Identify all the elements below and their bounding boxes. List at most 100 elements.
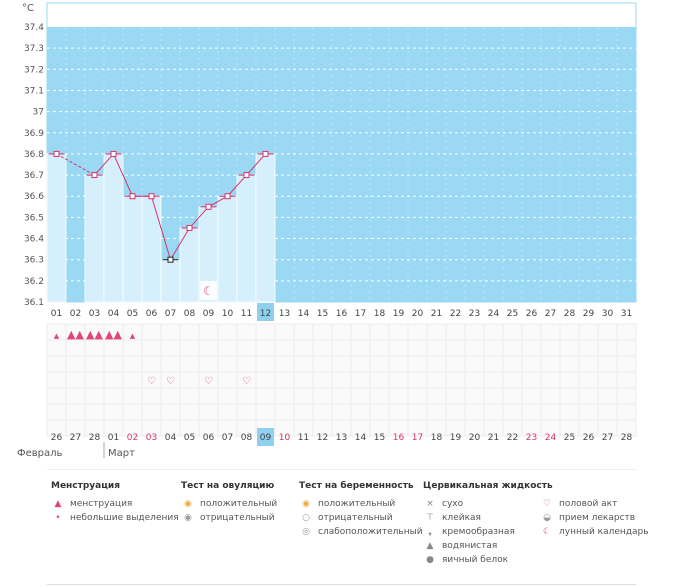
cycle-day-label[interactable]: 07 [165, 309, 176, 319]
calendar-date[interactable]: 12 [317, 433, 328, 443]
calendar-date[interactable]: 09 [260, 433, 272, 443]
symptom-marks[interactable]: ▲ ▲▲ ▲▲ ▲▲ ▲♡ ♡ ♡ ♡ [54, 328, 251, 387]
temperature-point [148, 193, 155, 200]
light-spotting-icon: ▲ [130, 332, 136, 340]
calendar-date[interactable]: 24 [545, 433, 557, 443]
calendar-date[interactable]: 13 [336, 433, 347, 443]
calendar-date[interactable]: 17 [412, 433, 423, 443]
calendar-date[interactable]: 22 [507, 433, 518, 443]
calendar-date[interactable]: 10 [279, 433, 291, 443]
calendar-date[interactable]: 08 [241, 433, 253, 443]
calendar-date[interactable]: 02 [127, 433, 138, 443]
moon-icon: ☾ [542, 527, 552, 537]
calendar-date[interactable]: 06 [203, 433, 215, 443]
calendar-date[interactable]: 21 [488, 433, 499, 443]
heart-icon: ♡ [166, 376, 175, 387]
calendar-date[interactable]: 28 [89, 433, 101, 443]
temperature-lines [56, 153, 266, 260]
cycle-day-label[interactable]: 09 [203, 309, 215, 319]
cycle-day-label[interactable]: 31 [621, 309, 632, 319]
legend-pregnancy: Тест на беременность ◉ положительный ○ отр… [299, 481, 423, 539]
cycle-day-label[interactable]: 16 [336, 309, 348, 319]
cycle-day-label[interactable]: 15 [317, 309, 328, 319]
cycle-day-label[interactable]: 08 [184, 309, 196, 319]
calendar-date[interactable]: 26 [583, 433, 595, 443]
y-tick-label: 37.2 [24, 65, 44, 75]
cycle-day-label[interactable]: 17 [355, 309, 366, 319]
temperature-bar [160, 259, 181, 303]
y-tick-label: 36.5 [24, 213, 44, 223]
calendar-date[interactable]: 14 [355, 433, 367, 443]
legend-item: ⊤ клейкая [423, 511, 553, 525]
cycle-day-label[interactable]: 23 [469, 309, 480, 319]
temperature-line-segment [151, 196, 171, 260]
pill-icon: ◒ [543, 513, 551, 523]
legend-item: ● яичный белок [423, 553, 553, 567]
negative-test-icon: ○ [302, 513, 310, 523]
cycle-day-label[interactable]: 12 [260, 309, 271, 319]
temperature-point [186, 224, 193, 231]
cycle-day-label[interactable]: 24 [488, 309, 500, 319]
legend-item: ◒ прием лекарств [540, 511, 649, 525]
calendar-date[interactable]: 16 [393, 433, 405, 443]
temperature-point [91, 172, 98, 179]
cycle-day-label[interactable]: 13 [279, 309, 290, 319]
legend-menstruation: Менструация ▲ менструация • небольшие выде… [51, 481, 179, 525]
cycle-day-label[interactable]: 25 [507, 309, 518, 319]
calendar-date[interactable]: 25 [564, 433, 575, 443]
positive-test-icon: ◉ [302, 499, 310, 509]
calendar-date[interactable]: 18 [431, 433, 443, 443]
legend-other: . ♡половой акт ◒прием лекарств ☾лунный к… [540, 481, 649, 539]
legend-item: ◉ положительный [181, 497, 277, 511]
cycle-day-label[interactable]: 19 [393, 309, 405, 319]
calendar-date[interactable]: 01 [108, 433, 119, 443]
drop-icon: ▲ [54, 499, 62, 509]
cycle-day-label[interactable]: 14 [298, 309, 310, 319]
calendar-date[interactable]: 05 [184, 433, 195, 443]
cycle-day-label[interactable]: 21 [431, 309, 442, 319]
calendar-date-labels[interactable]: 26 27 28 01 02 03 04 05 06 07 08 09 10 11 12 13 14 15 16 17… [51, 428, 633, 446]
cycle-day-label[interactable]: 06 [146, 309, 158, 319]
cycle-day-label[interactable]: 11 [241, 309, 252, 319]
temperature-line-segment [208, 195, 228, 208]
cycle-day-label[interactable]: 26 [526, 309, 538, 319]
calendar-date[interactable]: 07 [222, 433, 233, 443]
y-tick-label: 36.7 [24, 171, 44, 181]
heart-icon: ♡ [204, 376, 213, 387]
calendar-date[interactable]: 19 [450, 433, 462, 443]
legend-item: × сухо [423, 497, 553, 511]
legend-item: ❟ кремообразная [423, 525, 553, 539]
cycle-day-label[interactable]: 27 [545, 309, 556, 319]
cycle-day-label[interactable]: 10 [222, 309, 234, 319]
light-spotting-icon: ▲ [54, 332, 60, 340]
calendar-date[interactable]: 03 [146, 433, 157, 443]
calendar-date[interactable]: 20 [469, 433, 481, 443]
calendar-date[interactable]: 15 [374, 433, 385, 443]
cycle-day-label[interactable]: 18 [374, 309, 386, 319]
calendar-date[interactable]: 11 [298, 433, 309, 443]
cycle-day-label[interactable]: 22 [450, 309, 461, 319]
menstruation-icon: ▲▲ [105, 328, 122, 341]
temperature-point [243, 172, 250, 179]
cycle-day-label[interactable]: 30 [602, 309, 614, 319]
legend-title: Цервикальная жидкость [423, 481, 553, 491]
cycle-day-labels[interactable]: 01 02 03 04 05 06 07 08 09 10 11 12 13 14 15 16 17 18 19 20… [51, 303, 632, 321]
calendar-date[interactable]: 27 [70, 433, 81, 443]
cycle-day-label[interactable]: 28 [564, 309, 576, 319]
cycle-day-label[interactable]: 03 [89, 309, 100, 319]
temperature-bar [236, 174, 257, 303]
calendar-date[interactable]: 23 [526, 433, 537, 443]
cycle-day-label[interactable]: 02 [70, 309, 81, 319]
legend-item: ♡ половой акт [540, 497, 649, 511]
cycle-day-label[interactable]: 29 [583, 309, 595, 319]
calendar-date[interactable]: 28 [621, 433, 633, 443]
temperature-bar [255, 153, 276, 303]
calendar-date[interactable]: 26 [51, 433, 63, 443]
cycle-day-label[interactable]: 04 [108, 309, 120, 319]
y-tick-label: 36.9 [24, 129, 44, 139]
cycle-day-label[interactable]: 20 [412, 309, 424, 319]
calendar-date[interactable]: 04 [165, 433, 177, 443]
cycle-day-label[interactable]: 01 [51, 309, 62, 319]
calendar-date[interactable]: 27 [602, 433, 613, 443]
cycle-day-label[interactable]: 05 [127, 309, 138, 319]
